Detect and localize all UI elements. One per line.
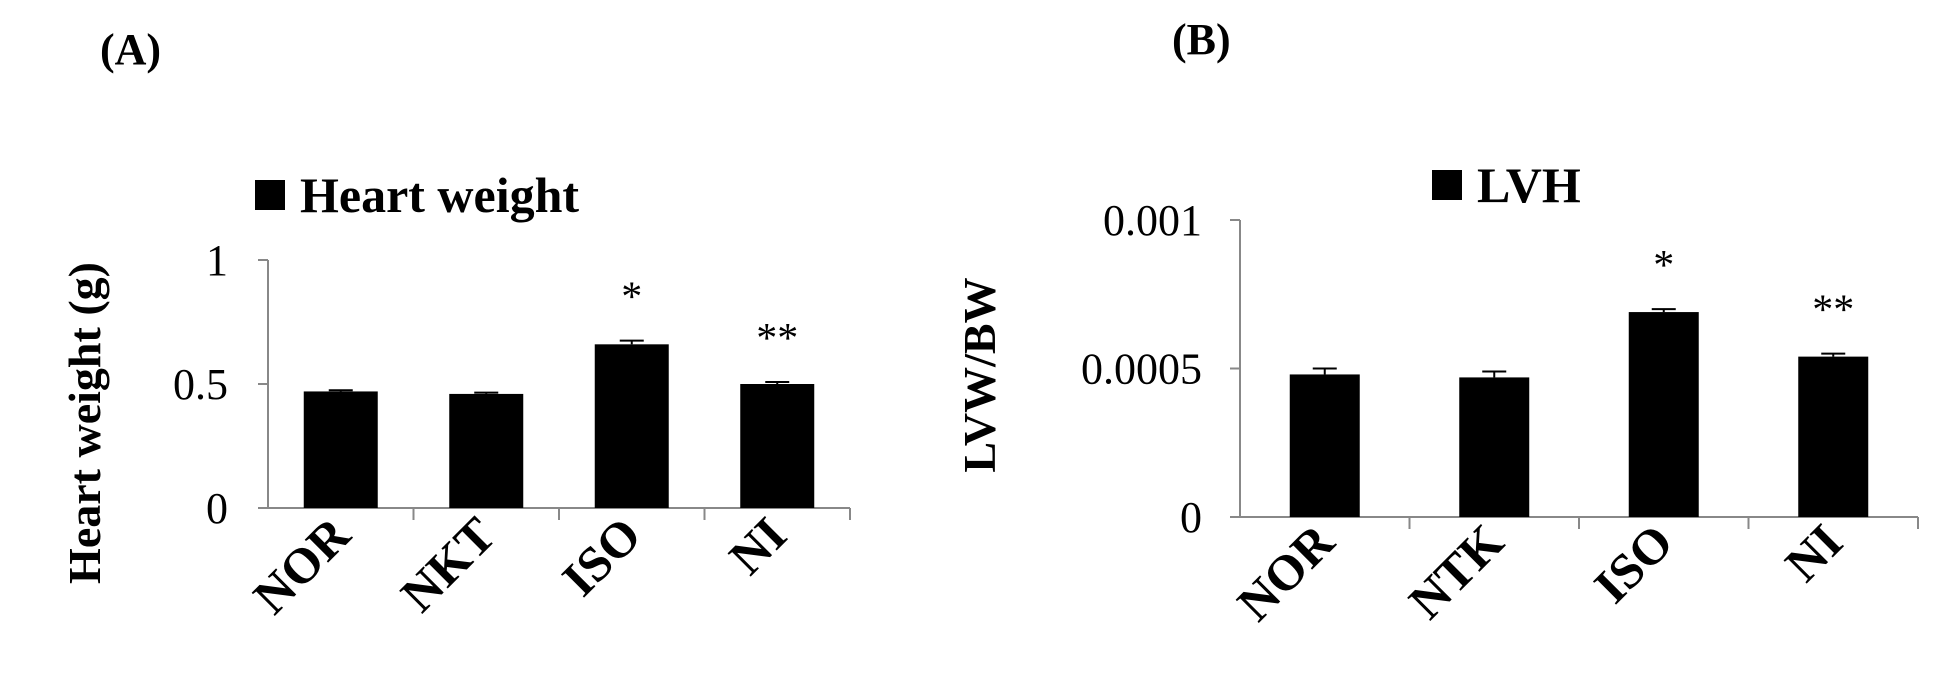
panel-b-y-tick-label: 0.0005 — [1081, 345, 1202, 394]
panel-a-y-tick-label: 0 — [206, 484, 228, 533]
panel-b-y-axis-label: LVW/BW — [954, 277, 1005, 472]
panel-a: (A) Heart weight Heart weight (g) 00.51 … — [59, 25, 851, 625]
panel-a-x-tick-label: NOR — [242, 506, 361, 625]
panel-a-bar-nor — [303, 391, 378, 508]
panel-b-legend-label: LVH — [1477, 157, 1581, 213]
panel-a-legend: Heart weight — [255, 167, 579, 223]
panel-b-bars: *** — [1289, 243, 1869, 517]
panel-a-bar-nkt — [449, 393, 524, 508]
panel-b-label: (B) — [1172, 15, 1231, 64]
panel-a-y-tick-label: 0.5 — [173, 360, 228, 409]
panel-a-bar-iso — [594, 344, 669, 508]
panel-a-label: (A) — [100, 25, 161, 74]
panel-b-legend: LVH — [1432, 157, 1581, 213]
panel-b-y-ticks: 0 0.0005 0.001 — [1081, 196, 1240, 542]
panel-a-x-tick-label: NKT — [390, 506, 506, 622]
panel-b-y-tick-label: 0.001 — [1103, 196, 1202, 245]
panel-b-y-tick-label: 0 — [1180, 493, 1202, 542]
panel-a-significance-label: * — [621, 275, 642, 321]
panel-b-bar-nor — [1289, 374, 1360, 517]
panel-b-x-ticks: NOR NTK ISO NI — [1226, 513, 1919, 632]
panel-b-significance-label: * — [1653, 243, 1674, 289]
panel-a-significance-label: ** — [756, 316, 798, 362]
panel-b-bar-ntk — [1459, 377, 1530, 517]
panel-a-bars: *** — [303, 275, 815, 508]
panel-b-x-tick-label: ISO — [1583, 513, 1684, 614]
panel-a-x-tick-label: ISO — [551, 506, 652, 607]
panel-b-x-tick-label: NOR — [1226, 513, 1345, 632]
panel-b-bar-ni — [1798, 356, 1869, 517]
panel-b-legend-swatch — [1432, 170, 1462, 200]
panel-a-y-tick-label: 1 — [206, 236, 228, 285]
panel-a-bar-ni — [740, 384, 815, 508]
panel-a-x-ticks: NOR NKT ISO NI — [242, 506, 851, 625]
panel-b-x-tick-label: NTK — [1398, 513, 1514, 629]
panel-a-x-tick-label: NI — [718, 506, 797, 585]
panel-a-y-ticks: 00.51 — [173, 236, 268, 533]
panel-a-legend-swatch — [255, 180, 285, 210]
panel-b-x-tick-label: NI — [1774, 513, 1853, 592]
panel-a-legend-label: Heart weight — [300, 167, 579, 223]
panel-b-significance-label: ** — [1812, 288, 1854, 334]
panel-a-y-axis-label: Heart weight (g) — [59, 262, 110, 584]
panel-b-bar-iso — [1628, 312, 1699, 517]
